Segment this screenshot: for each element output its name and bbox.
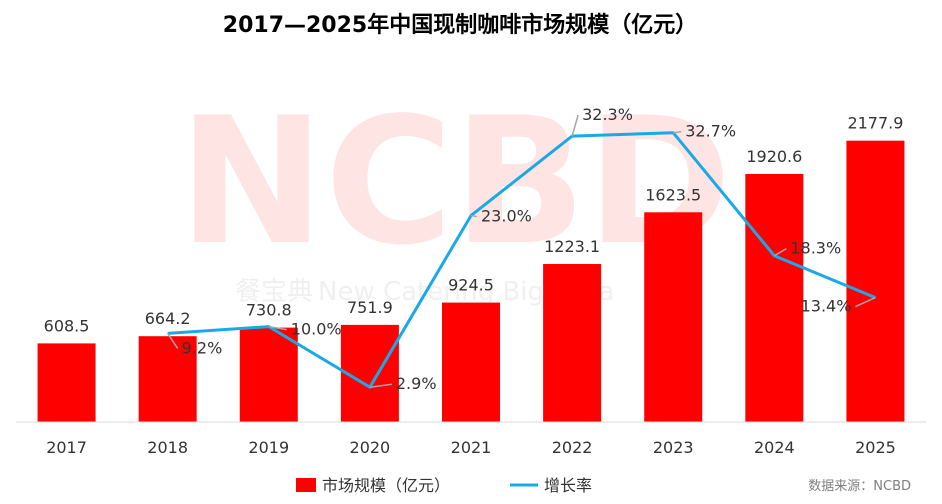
bar-value-label-2022: 1223.1 — [544, 237, 600, 256]
bar-label-group: 608.5 664.2 730.8 751.9 924.5 1223.1 1623.5 192… — [44, 114, 904, 336]
x-tick-2023: 2023 — [653, 438, 694, 457]
bar-value-label-2020: 751.9 — [347, 298, 393, 317]
legend: 市场规模（亿元） 增长率 — [296, 476, 592, 495]
legend-bar-label: 市场规模（亿元） — [322, 476, 450, 495]
bar-2023 — [644, 212, 703, 422]
bar-value-label-2019: 730.8 — [246, 301, 292, 320]
growth-rate-line — [167, 131, 876, 389]
growth-rate-leader-2024 — [773, 248, 787, 257]
bar-2025 — [846, 140, 905, 422]
growth-rate-label-2022: 32.3% — [582, 105, 633, 124]
growth-rate-label-2023: 32.7% — [685, 122, 736, 141]
growth-rate-leader-2023 — [673, 130, 682, 134]
growth-rate-label-2019: 10.0% — [291, 320, 342, 339]
watermark: NCBD — [178, 81, 732, 284]
growth-rate-leader-2022 — [571, 114, 579, 137]
legend-line-label: 增长率 — [544, 476, 592, 495]
x-tick-2024: 2024 — [754, 438, 795, 457]
x-tick-2025: 2025 — [855, 438, 896, 457]
growth-rate-series — [167, 131, 876, 389]
growth-rate-leader-2018 — [167, 333, 179, 349]
x-tick-2018: 2018 — [147, 438, 188, 457]
x-tick-2019: 2019 — [248, 438, 289, 457]
legend-bar-swatch — [296, 478, 316, 492]
chart-title: 2017—2025年中国现制咖啡市场规模（亿元） — [223, 12, 697, 38]
growth-rate-label-2025: 13.4% — [801, 297, 852, 316]
growth-rate-leader-2025 — [855, 296, 876, 308]
growth-rate-label-2020: 2.9% — [396, 374, 437, 393]
bar-2019 — [239, 327, 298, 422]
bar-2017 — [37, 343, 96, 422]
bar-value-label-2025: 2177.9 — [847, 114, 903, 133]
x-tick-2020: 2020 — [350, 438, 391, 457]
bar-value-label-2021: 924.5 — [448, 276, 494, 295]
bar-2018 — [138, 336, 197, 422]
x-tick-2017: 2017 — [46, 438, 87, 457]
bar-value-label-2023: 1623.5 — [645, 185, 701, 204]
bar-2022 — [543, 264, 602, 422]
growth-rate-leader-2020 — [369, 383, 392, 388]
growth-rate-label-2018: 9.2% — [182, 338, 223, 357]
bar-2021 — [442, 302, 500, 422]
x-tick-2021: 2021 — [451, 438, 492, 457]
bar-value-label-2018: 664.2 — [145, 309, 191, 328]
growth-rate-leader-2021 — [470, 214, 478, 218]
watermark-logo: NCBD — [178, 81, 732, 284]
x-tick-2022: 2022 — [552, 438, 593, 457]
bar-series — [37, 140, 905, 422]
watermark-text-cn: 餐宝典 — [235, 277, 313, 307]
bar-value-label-2024: 1920.6 — [746, 147, 802, 166]
bar-2020 — [340, 324, 399, 422]
bar-2024 — [745, 173, 804, 422]
growth-rate-label-group: 9.2% 10.0% 2.9% 23.0% 32.3% 32.7% 18.3% 13.4% — [167, 105, 876, 393]
growth-rate-leader-2019 — [268, 325, 287, 331]
growth-rate-label-2024: 18.3% — [790, 239, 841, 258]
bar-value-label-2017: 608.5 — [44, 316, 90, 335]
x-tick-labels: 2017 2018 2019 2020 2021 2022 2023 2024 2025 — [46, 438, 896, 457]
growth-rate-label-2021: 23.0% — [481, 207, 532, 226]
source-note: 数据来源：NCBD — [808, 479, 911, 494]
